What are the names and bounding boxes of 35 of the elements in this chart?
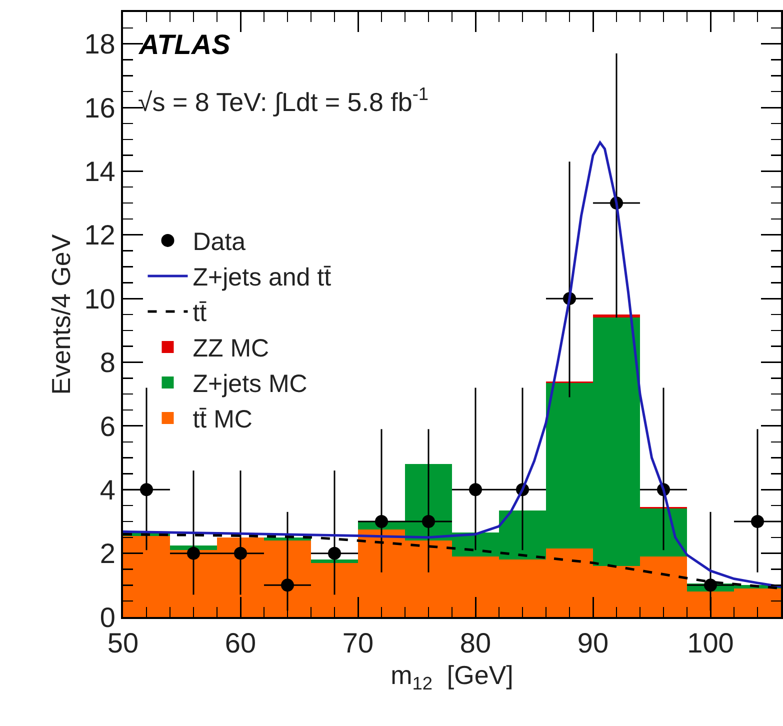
- y-tick-label: 10: [84, 283, 116, 314]
- y-tick-label: 12: [84, 220, 116, 251]
- y-tick-label: 6: [100, 410, 116, 442]
- y-tick-label: 16: [84, 92, 116, 124]
- point: [704, 578, 717, 592]
- point: [281, 578, 294, 592]
- x-tick-label: 70: [342, 628, 374, 659]
- x-axis-title: m$_{12}$ [GeV]: [390, 660, 514, 694]
- annotation: √s = 8 TeV: ∫Ldt = 5.8 fb$^{-1}$: [138, 84, 429, 117]
- x-tick-label: 80: [460, 628, 492, 659]
- y-tick-label: 14: [84, 156, 116, 188]
- x-tick-label: 90: [577, 628, 609, 659]
- y-tick-label: 4: [100, 474, 116, 506]
- x-tick-label: 100: [687, 628, 734, 659]
- y-tick-label: 8: [100, 347, 116, 378]
- point: [751, 514, 764, 528]
- point: [375, 514, 388, 528]
- annotation: ATLAS: [138, 29, 231, 60]
- legend-label: Z+jets MC: [192, 370, 308, 398]
- point: [469, 483, 482, 496]
- y-tick-label: 2: [100, 538, 116, 570]
- point: [234, 546, 247, 560]
- legend-label: ZZ MC: [192, 334, 270, 363]
- legend-label: Z+jets and tt̄: [192, 264, 332, 292]
- point: [328, 546, 341, 560]
- x-tick-label: 60: [224, 628, 256, 659]
- legend-label: tt̄ MC: [192, 406, 252, 434]
- point: [140, 483, 153, 496]
- line-series: [123, 141, 781, 588]
- point: [422, 514, 435, 528]
- legend-label: Data: [192, 228, 246, 256]
- y-tick-label: 18: [84, 28, 116, 60]
- point: [187, 546, 200, 560]
- y-axis-title: Events/4 GeV: [46, 234, 76, 395]
- legend-label: tt̄: [192, 299, 207, 328]
